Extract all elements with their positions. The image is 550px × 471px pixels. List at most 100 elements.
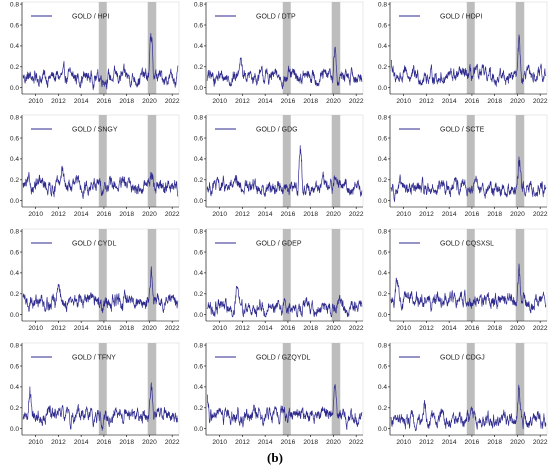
x-tick-label: 2016	[97, 98, 112, 105]
y-tick-label: 0.8	[194, 1, 203, 8]
x-tick-label: 2014	[258, 325, 273, 332]
x-tick-label: 2022	[165, 325, 180, 332]
x-tick-label: 2010	[396, 98, 411, 105]
x-tick-label: 2010	[28, 439, 43, 446]
y-tick-label: 0.6	[194, 135, 203, 142]
y-tick-label: 0.8	[378, 1, 387, 8]
y-tick-label: 0.6	[378, 135, 387, 142]
y-tick-label: 0.4	[194, 156, 203, 163]
y-tick-label: 0.4	[10, 270, 19, 277]
x-tick-label: 2018	[303, 98, 318, 105]
x-tick-label: 2022	[533, 98, 548, 105]
x-tick-label: 2012	[419, 211, 434, 218]
x-tick-label: 2022	[533, 325, 548, 332]
y-tick-label: 0.4	[10, 156, 19, 163]
x-tick-label: 2012	[419, 98, 434, 105]
x-tick-label: 2014	[74, 325, 89, 332]
shaded-period	[98, 115, 107, 207]
y-tick-label: 0.6	[10, 135, 19, 142]
x-tick-label: 2014	[442, 325, 457, 332]
x-tick-label: 2012	[235, 439, 250, 446]
y-tick-label: 0.2	[378, 64, 387, 71]
series-line	[22, 32, 179, 91]
chart-panel: 0.0 0.2 0.4 0.6 0.8 2010 2012 2014 2016 2018 2020 2…	[194, 114, 364, 218]
y-tick-label: 0.8	[378, 342, 387, 349]
x-tick-label: 2012	[419, 439, 434, 446]
y-tick-label: 0.8	[378, 228, 387, 235]
x-tick-label: 2022	[165, 98, 180, 105]
shaded-period	[466, 343, 475, 435]
series-line	[206, 145, 363, 197]
y-tick-label: 0.0	[194, 312, 203, 319]
y-tick-label: 0.4	[378, 270, 387, 277]
x-tick-label: 2010	[396, 439, 411, 446]
x-tick-label: 2016	[281, 439, 296, 446]
y-tick-label: 0.6	[10, 249, 19, 256]
x-tick-label: 2014	[74, 211, 89, 218]
x-tick-label: 2010	[396, 325, 411, 332]
x-tick-label: 2022	[165, 211, 180, 218]
y-tick-label: 0.4	[194, 270, 203, 277]
y-tick-label: 0.6	[10, 22, 19, 29]
x-tick-label: 2014	[442, 211, 457, 218]
x-tick-label: 2022	[165, 439, 180, 446]
x-tick-label: 2020	[510, 439, 525, 446]
legend-label: GOLD / GDEP	[256, 241, 302, 248]
y-tick-label: 0.2	[378, 177, 387, 184]
x-tick-label: 2018	[119, 211, 134, 218]
x-tick-label: 2016	[97, 439, 112, 446]
y-tick-label: 0.4	[378, 384, 387, 391]
x-tick-label: 2018	[487, 439, 502, 446]
legend-label: GOLD / GDG	[256, 127, 298, 134]
x-tick-label: 2020	[510, 211, 525, 218]
series-line	[22, 165, 179, 199]
x-tick-label: 2020	[142, 98, 157, 105]
x-tick-label: 2014	[74, 98, 89, 105]
x-tick-label: 2022	[533, 439, 548, 446]
y-tick-label: 0.8	[378, 114, 387, 121]
shaded-period	[282, 115, 291, 207]
x-tick-label: 2012	[51, 98, 66, 105]
y-tick-label: 0.2	[378, 405, 387, 412]
x-tick-label: 2012	[419, 325, 434, 332]
series-line	[390, 34, 547, 87]
shaded-period	[282, 229, 291, 321]
shaded-period	[331, 229, 341, 321]
x-tick-label: 2010	[396, 211, 411, 218]
y-tick-label: 0.0	[10, 426, 19, 433]
shaded-period	[282, 2, 291, 94]
x-tick-label: 2012	[235, 211, 250, 218]
y-tick-label: 0.8	[194, 228, 203, 235]
y-tick-label: 0.6	[194, 363, 203, 370]
x-tick-label: 2020	[142, 439, 157, 446]
shaded-period	[331, 2, 341, 94]
y-tick-label: 0.2	[194, 64, 203, 71]
legend-label: GOLD / SCTE	[440, 127, 485, 134]
shaded-period	[147, 115, 157, 207]
shaded-period	[466, 229, 475, 321]
x-tick-label: 2016	[465, 98, 480, 105]
x-tick-label: 2010	[212, 98, 227, 105]
y-tick-label: 0.0	[10, 198, 19, 205]
y-tick-label: 0.0	[378, 426, 387, 433]
x-tick-label: 2014	[442, 98, 457, 105]
series-line	[22, 266, 179, 314]
shaded-period	[282, 343, 291, 435]
shaded-period	[98, 2, 107, 94]
y-tick-label: 0.6	[378, 363, 387, 370]
x-tick-label: 2016	[281, 325, 296, 332]
x-tick-label: 2016	[281, 211, 296, 218]
series-line	[206, 46, 363, 90]
x-tick-label: 2020	[142, 325, 157, 332]
y-tick-label: 0.2	[10, 64, 19, 71]
y-tick-label: 0.4	[378, 43, 387, 50]
y-tick-label: 0.0	[194, 198, 203, 205]
y-tick-label: 0.8	[10, 342, 19, 349]
chart-panel: 0.0 0.2 0.4 0.6 0.8 2010 2012 2014 2016 2018 2020 2…	[378, 1, 548, 105]
x-tick-label: 2018	[487, 211, 502, 218]
x-tick-label: 2016	[465, 211, 480, 218]
chart-panel: 0.0 0.2 0.4 0.6 0.8 2010 2012 2014 2016 2018 2020 2…	[10, 342, 180, 446]
y-tick-label: 0.0	[10, 85, 19, 92]
x-tick-label: 2018	[119, 325, 134, 332]
figure-caption: (b)	[267, 450, 283, 465]
